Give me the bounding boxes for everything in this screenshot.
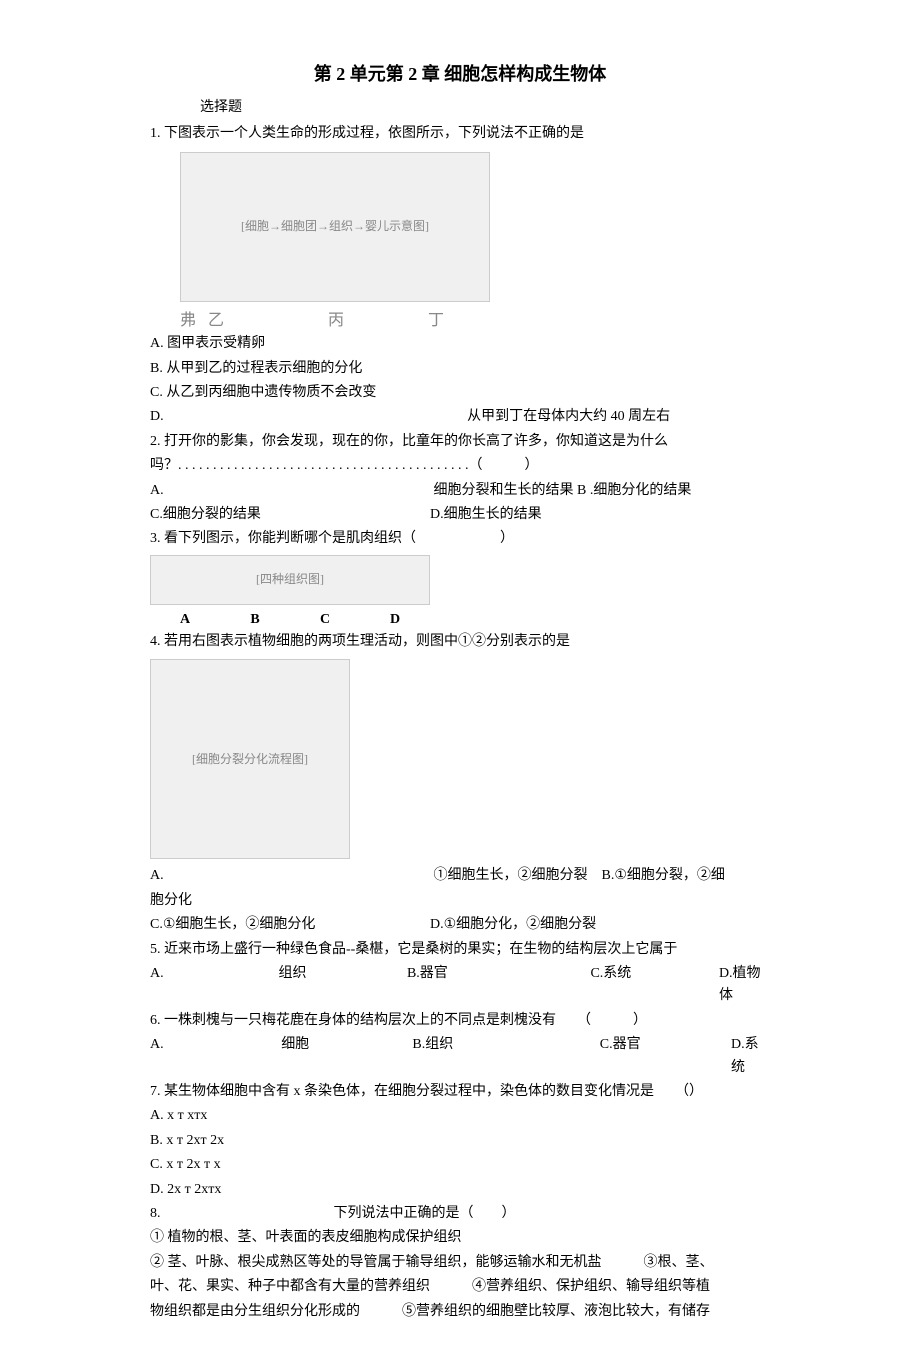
- section-label: 选择题: [200, 97, 770, 119]
- q5-opt-a-prefix: A.: [150, 963, 278, 1008]
- question-4: 4. 若用右图表示植物细胞的两项生理活动，则图中①②分别表示的是: [150, 631, 770, 653]
- q4-opt-a-prefix: A.: [150, 865, 430, 887]
- q6-text: 6. 一株刺槐与一只梅花鹿在身体的结构层次上的不同点是刺槐没有 （ ）: [150, 1010, 770, 1032]
- q8-item1: ① 植物的根、茎、叶表面的表皮细胞构成保护组织: [150, 1227, 770, 1249]
- q2-opt-d: D.细胞生长的结果: [430, 504, 542, 526]
- q5-text: 5. 近来市场上盛行一种绿色食品--桑椹，它是桑树的果实；在生物的结构层次上它属…: [150, 939, 770, 961]
- q7-opt-a: A. x т xтx: [150, 1105, 770, 1127]
- q4-opt-b: B.①细胞分裂，②细: [602, 868, 725, 883]
- q2-opt-cd: C.细胞分裂的结果 D.细胞生长的结果: [150, 504, 770, 526]
- q8-item4: 物组织都是由分生组织分化形成的 ⑤营养组织的细胞壁比较厚、液泡比较大，有储存: [150, 1301, 770, 1323]
- q4-text: 若用右图表示植物细胞的两项生理活动，则图中①②分别表示的是: [164, 634, 570, 649]
- q8-num: 8.: [150, 1203, 330, 1225]
- q5-opt-b: B.器官: [407, 963, 591, 1008]
- q4-opt-a-text: ①细胞生长，②细胞分裂: [434, 868, 588, 883]
- q1-opt-d: D. 从甲到丁在母体内大约 40 周左右: [150, 406, 770, 428]
- q1-opt-d-text: 从甲到丁在母体内大约 40 周左右: [467, 409, 670, 424]
- q2-opt-a-text: 细胞分裂和生长的结果 B .细胞分化的结果: [434, 480, 692, 502]
- q8-text: 下列说法中正确的是（ ）: [334, 1206, 516, 1221]
- q1-opt-a: A. 图甲表示受精卵: [150, 333, 770, 355]
- q1-num: 1.: [150, 126, 161, 141]
- doc-title: 第 2 单元第 2 章 细胞怎样构成生物体: [150, 60, 770, 89]
- q1-caption: 弗 乙 丙 丁: [180, 308, 770, 334]
- q4-opt-ab: A. ①细胞生长，②细胞分裂 B.①细胞分裂，②细: [150, 865, 770, 887]
- q6-opt-d: D.系统: [731, 1034, 770, 1079]
- q4-opt-cd: C.①细胞生长，②细胞分化 D.①细胞分化，②细胞分裂: [150, 914, 770, 936]
- q2-opt-a-prefix: A.: [150, 480, 430, 502]
- q2-text: 2. 打开你的影集，你会发现，现在的你，比童年的你长高了许多，你知道这是为什么: [150, 431, 770, 453]
- q1-opt-c: C. 从乙到丙细胞中遗传物质不会改变: [150, 382, 770, 404]
- q6-opt-c: C.器官: [600, 1034, 731, 1079]
- q8-item3: 叶、花、果实、种子中都含有大量的营养组织 ④营养组织、保护组织、输导组织等植: [150, 1276, 770, 1298]
- q1-text: 下图表示一个人类生命的形成过程，依图所示，下列说法不正确的是: [164, 126, 584, 141]
- q3-text: 3. 看下列图示，你能判断哪个是肌肉组织（ ）: [150, 528, 770, 550]
- q6-opt-b: B.组织: [412, 1034, 599, 1079]
- q3-labels: A B C D: [150, 609, 430, 631]
- q6-opt-a-prefix: A.: [150, 1034, 281, 1079]
- q3-figure: [四种组织图]: [150, 555, 430, 605]
- q4-num: 4.: [150, 634, 161, 649]
- question-8: 8. 下列说法中正确的是（ ）: [150, 1203, 770, 1225]
- q5-opt-c: C.系统: [590, 963, 718, 1008]
- q4-opt-d: D.①细胞分化，②细胞分裂: [430, 914, 596, 936]
- q4-figure: [细胞分裂分化流程图]: [150, 659, 350, 859]
- q5-options: A. 组织 B.器官 C.系统 D.植物体: [150, 963, 770, 1008]
- q1-figure: [细胞→细胞团→组织→婴儿示意图]: [180, 152, 490, 302]
- q5-opt-a-text: 组织: [278, 963, 406, 1008]
- q7-opt-d: D. 2x т 2xтx: [150, 1179, 770, 1201]
- q3-label-d: D: [360, 609, 430, 631]
- q3-label-c: C: [290, 609, 360, 631]
- q1-opt-b: B. 从甲到乙的过程表示细胞的分化: [150, 358, 770, 380]
- q3-label-a: A: [150, 609, 220, 631]
- q5-opt-d: D.植物体: [719, 963, 770, 1008]
- q3-label-b: B: [220, 609, 290, 631]
- question-1: 1. 下图表示一个人类生命的形成过程，依图所示，下列说法不正确的是: [150, 123, 770, 145]
- q1-opt-d-prefix: D.: [150, 409, 164, 424]
- q6-options: A. 细胞 B.组织 C.器官 D.系统: [150, 1034, 770, 1079]
- q6-opt-a-text: 细胞: [281, 1034, 412, 1079]
- q4-opt-c: C.①细胞生长，②细胞分化: [150, 914, 430, 936]
- q2-opt-a: A. 细胞分裂和生长的结果 B .细胞分化的结果: [150, 480, 770, 502]
- q4-cont: 胞分化: [150, 890, 770, 912]
- q7-opt-c: C. x т 2x т x: [150, 1154, 770, 1176]
- q7-opt-b: B. x т 2xт 2x: [150, 1130, 770, 1152]
- q8-item2: ② 茎、叶脉、根尖成熟区等处的导管属于输导组织，能够运输水和无机盐 ③根、茎、: [150, 1252, 770, 1274]
- q7-text: 7. 某生物体细胞中含有 x 条染色体，在细胞分裂过程中，染色体的数目变化情况是…: [150, 1081, 770, 1103]
- q2-opt-c: C.细胞分裂的结果: [150, 504, 430, 526]
- q2-text2: 吗？. . . . . . . . . . . . . . . . . . . …: [150, 455, 770, 477]
